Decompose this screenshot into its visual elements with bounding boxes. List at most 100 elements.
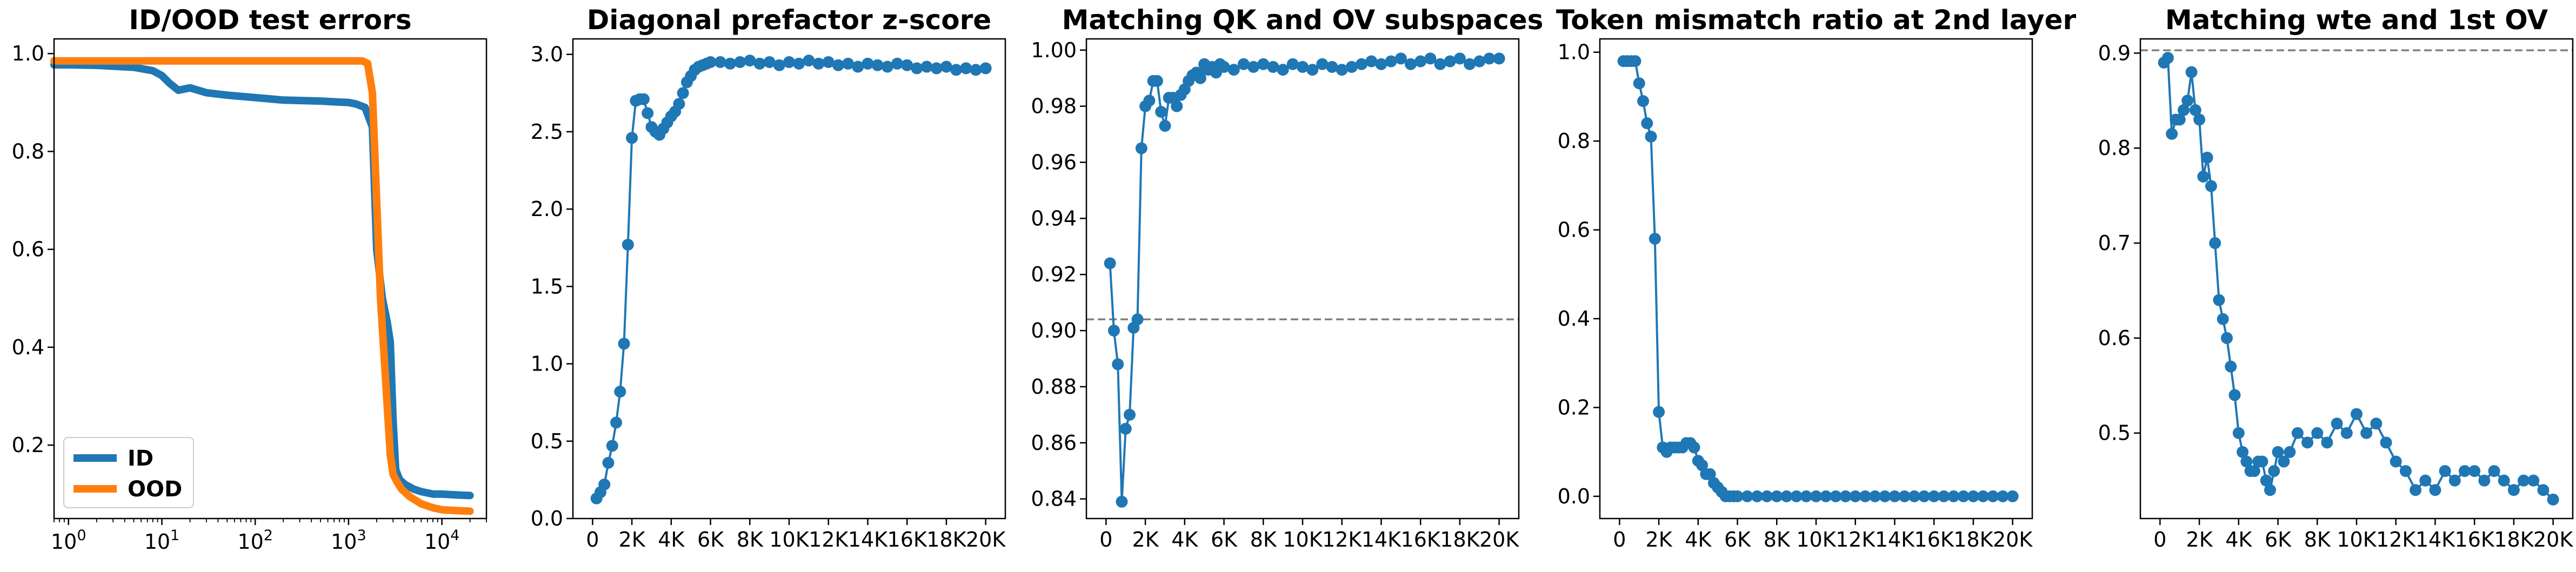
data-point [2321, 436, 2333, 449]
y-tick-label: 0.4 [1558, 307, 1590, 331]
data-point [1424, 52, 1437, 65]
data-point [2399, 465, 2412, 477]
data-point [920, 60, 933, 73]
x-tick-label: 12K [1322, 528, 1362, 551]
data-point [2161, 52, 2174, 64]
data-point [2311, 427, 2324, 439]
x-tick-label: 16K [1401, 528, 1441, 551]
x-tick-label: 2K [619, 528, 646, 551]
data-point [1688, 441, 1700, 454]
data-point [2370, 418, 2383, 430]
data-point [1483, 52, 1496, 65]
data-point [871, 59, 884, 71]
data-point [2173, 113, 2186, 126]
data-point [881, 60, 893, 73]
axes-frame [572, 38, 1006, 520]
data-point [1444, 55, 1456, 68]
data-point [2260, 474, 2272, 487]
data-point [2301, 436, 2314, 449]
data-point [1957, 490, 1970, 502]
data-point [2468, 465, 2481, 477]
x-tick-label: 6K [697, 528, 724, 551]
chart-title: Matching wte and 1st OV [2165, 4, 2548, 36]
axes-frame [53, 38, 488, 520]
x-tick-label: 10K [1796, 528, 1836, 551]
data-point [2284, 446, 2296, 458]
y-tick-label: 1.0 [531, 352, 563, 376]
data-point [602, 456, 615, 469]
y-tick-label: 2.5 [531, 120, 563, 144]
chart-title: Matching QK and OV subspaces [1062, 4, 1544, 36]
data-point [1297, 60, 1309, 73]
data-point [1780, 490, 1793, 502]
x-tick-label: 0 [1099, 528, 1112, 551]
data-point [2419, 474, 2432, 487]
data-point [812, 57, 825, 70]
data-point [1394, 52, 1407, 65]
y-tick-label: 0.6 [12, 238, 44, 261]
data-point [1151, 75, 1163, 87]
data-point [1493, 52, 1505, 65]
data-point [1987, 490, 1999, 502]
x-tick-label: 103 [331, 527, 366, 554]
y-tick-label: 0.92 [1031, 263, 1077, 286]
x-tick-label: 14K [1875, 528, 1915, 551]
data-point [862, 57, 874, 70]
data-point [2380, 436, 2392, 449]
data-point [1171, 100, 1183, 112]
data-point [2527, 474, 2540, 487]
chart-title: Token mismatch ratio at 2nd layer [1556, 4, 2077, 36]
data-point [1771, 490, 1783, 502]
y-tick-label: 0.6 [2098, 326, 2131, 350]
y-tick-label: 0.2 [1558, 395, 1590, 419]
x-tick-label: 102 [237, 527, 273, 554]
data-point [1135, 142, 1147, 154]
data-point [930, 62, 943, 75]
data-point [1928, 490, 1940, 502]
data-point [901, 59, 913, 71]
x-tick-label: 8K [737, 528, 764, 551]
x-tick-label: 2K [1646, 528, 1673, 551]
series-line-1 [2163, 57, 2554, 501]
data-point [2205, 180, 2217, 192]
data-point [1464, 58, 1476, 70]
data-point [1306, 64, 1319, 76]
x-tick-label: 4K [1171, 528, 1198, 551]
chart-title: ID/OOD test errors [129, 4, 411, 36]
data-point [1751, 490, 1763, 502]
data-point [1629, 55, 1641, 68]
data-point [1898, 490, 1911, 502]
x-tick-label: 18K [2494, 528, 2534, 551]
data-point [1107, 325, 1120, 337]
data-point [1908, 490, 1920, 502]
data-point [1849, 490, 1861, 502]
x-tick-label: 20K [1479, 528, 1519, 551]
data-point [704, 56, 717, 68]
data-point [1356, 58, 1368, 70]
data-point [960, 62, 972, 75]
data-point [610, 416, 622, 429]
x-tick-label: 6K [1724, 528, 1751, 551]
data-point [2478, 474, 2491, 487]
x-tick-label: 18K [926, 528, 966, 551]
data-point [626, 132, 638, 144]
x-tick-label: 100 [51, 527, 86, 554]
data-point [1112, 358, 1124, 371]
x-tick-label: 8K [1764, 528, 1791, 551]
x-tick-label: 20K [966, 528, 1006, 551]
data-point [2228, 389, 2241, 401]
data-point [1790, 490, 1803, 502]
data-point [606, 440, 618, 452]
x-tick-label: 101 [144, 527, 180, 554]
data-point [2248, 465, 2260, 477]
data-point [1997, 490, 2009, 502]
data-point [622, 238, 634, 251]
series-line-id [50, 61, 474, 500]
data-point [1257, 58, 1270, 70]
data-point [2507, 484, 2520, 496]
chart-panel-2: Diagonal prefactor z-score 0.0 0.5 1.0 1.5 2.… [531, 4, 1006, 551]
data-point [1869, 490, 1881, 502]
x-tick-label: 16K [887, 528, 927, 551]
